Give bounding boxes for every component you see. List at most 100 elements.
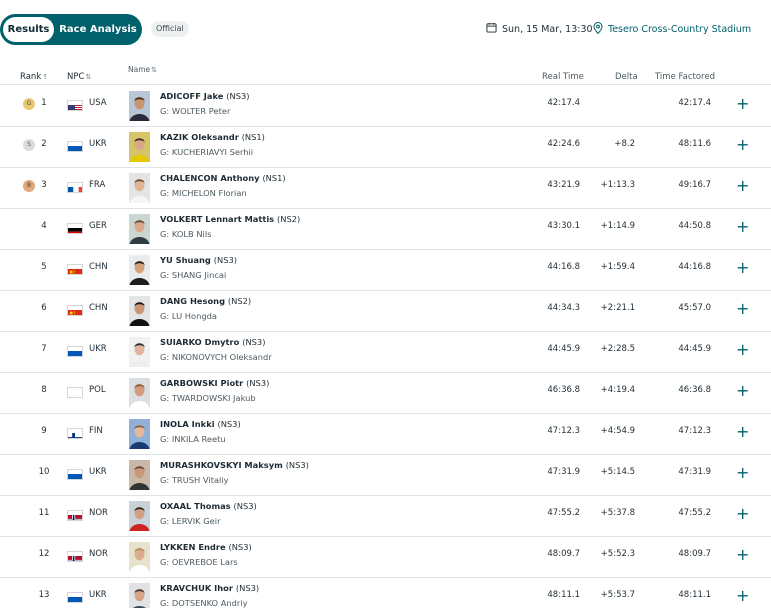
- flag-icon: [67, 100, 83, 111]
- table-row[interactable]: 10 UKR MURASHKOVSKYI Maksym (NS3) G: TRUSH…: [0, 455, 771, 496]
- athlete-name[interactable]: GARBOWSKI Piotr (NS3): [160, 378, 269, 388]
- delta-value: +2:21.1: [600, 303, 635, 313]
- athlete-photo: [129, 378, 150, 408]
- table-row[interactable]: 8 POL GARBOWSKI Piotr (NS3) G: TWARDOWSKI …: [0, 373, 771, 414]
- athlete-name-text: KRAVCHUK Ihor: [160, 583, 233, 593]
- table-row[interactable]: 9 FIN INOLA Inkki (NS3) G: INKILA Reetu 47:…: [0, 414, 771, 455]
- rank-value: 6: [41, 303, 47, 313]
- athlete-name-text: ADICOFF Jake: [160, 91, 224, 101]
- athlete-photo: [129, 460, 150, 490]
- sort-ascending-icon: ↑: [42, 73, 49, 81]
- npc-code: FIN: [89, 426, 103, 436]
- table-row[interactable]: 13 UKR KRAVCHUK Ihor (NS3) G: DOTSENKO And…: [0, 578, 771, 608]
- table-row[interactable]: 5 CHN YU Shuang (NS3) G: SHANG Jincai 44:16…: [0, 250, 771, 291]
- expand-row-icon[interactable]: +: [736, 299, 750, 318]
- athlete-name[interactable]: YU Shuang (NS3): [160, 255, 237, 265]
- expand-row-icon[interactable]: +: [736, 176, 750, 195]
- athlete-name[interactable]: MURASHKOVSKYI Maksym (NS3): [160, 460, 309, 470]
- npc-code: FRA: [89, 180, 106, 190]
- rank-value: 10: [38, 467, 50, 477]
- table-row[interactable]: 12 NOR LYKKEN Endre (NS3) G: OEVREBOE Lars…: [0, 537, 771, 578]
- athlete-photo: [129, 419, 150, 449]
- flag-icon: [67, 182, 83, 193]
- athlete-photo: [129, 214, 150, 244]
- expand-row-icon[interactable]: +: [736, 258, 750, 277]
- guide-name: G: LU Hongda: [160, 311, 217, 321]
- table-row[interactable]: 4 GER VOLKERT Lennart Mattis (NS2) G: KOLB…: [0, 209, 771, 250]
- expand-row-icon[interactable]: +: [736, 381, 750, 400]
- expand-row-icon[interactable]: +: [736, 504, 750, 523]
- time-factored-value: 47:55.2: [678, 508, 711, 518]
- flag-icon: [67, 387, 83, 398]
- athlete-name[interactable]: DANG Hesong (NS2): [160, 296, 251, 306]
- results-tab-group: Results Race Analysis: [0, 14, 142, 45]
- sport-class: (NS2): [227, 296, 252, 306]
- npc-code: NOR: [89, 508, 108, 518]
- rank-value: 4: [41, 221, 47, 231]
- athlete-name[interactable]: LYKKEN Endre (NS3): [160, 542, 252, 552]
- guide-name: G: DOTSENKO Andriy: [160, 598, 248, 608]
- rank-value: 12: [38, 549, 50, 559]
- athlete-name[interactable]: KAZIK Oleksandr (NS1): [160, 132, 265, 142]
- flag-icon: [67, 551, 83, 562]
- athlete-name[interactable]: KRAVCHUK Ihor (NS3): [160, 583, 259, 593]
- athlete-name-text: CHALENCON Anthony: [160, 173, 260, 183]
- flag-icon: [67, 469, 83, 480]
- sport-class: (NS3): [217, 419, 241, 429]
- real-time-value: 44:45.9: [547, 344, 580, 354]
- expand-row-icon[interactable]: +: [736, 217, 750, 236]
- sport-class: (NS3): [246, 378, 270, 388]
- time-factored-value: 48:09.7: [678, 549, 711, 559]
- sport-class: (NS3): [285, 460, 309, 470]
- column-rank[interactable]: Rank↑: [20, 72, 48, 82]
- npc-code: UKR: [89, 344, 107, 354]
- event-date-text: Sun, 15 Mar, 13:30: [502, 23, 593, 35]
- npc-code: POL: [89, 385, 106, 395]
- tab-race-analysis[interactable]: Race Analysis: [59, 24, 137, 35]
- athlete-photo: [129, 501, 150, 531]
- athlete-name[interactable]: VOLKERT Lennart Mattis (NS2): [160, 214, 300, 224]
- guide-name: G: WOLTER Peter: [160, 106, 231, 116]
- rank-value: 1: [41, 98, 47, 108]
- expand-row-icon[interactable]: +: [736, 463, 750, 482]
- expand-row-icon[interactable]: +: [736, 586, 750, 605]
- athlete-name[interactable]: OXAAL Thomas (NS3): [160, 501, 257, 511]
- athlete-name[interactable]: SUIARKO Dmytro (NS3): [160, 337, 265, 347]
- athlete-name[interactable]: INOLA Inkki (NS3): [160, 419, 241, 429]
- table-row[interactable]: 7 UKR SUIARKO Dmytro (NS3) G: NIKONOVYCH O…: [0, 332, 771, 373]
- table-row[interactable]: G 1 USA ADICOFF Jake (NS3) G: WOLTER Peter 4…: [0, 86, 771, 127]
- time-factored-value: 46:36.8: [678, 385, 711, 395]
- table-row[interactable]: B 3 FRA CHALENCON Anthony (NS1) G: MICHELON…: [0, 168, 771, 209]
- table-row[interactable]: 6 CHN DANG Hesong (NS2) G: LU Hongda 44:34.…: [0, 291, 771, 332]
- tab-results[interactable]: Results: [3, 17, 54, 42]
- athlete-name[interactable]: ADICOFF Jake (NS3): [160, 91, 250, 101]
- rank-value: 7: [41, 344, 47, 354]
- event-venue[interactable]: Tesero Cross-Country Stadium: [593, 22, 751, 37]
- sport-class: (NS2): [277, 214, 301, 224]
- expand-row-icon[interactable]: +: [736, 94, 750, 113]
- table-row[interactable]: S 2 UKR KAZIK Oleksandr (NS1) G: KUCHERIAVY…: [0, 127, 771, 168]
- gold-medal-icon: G: [23, 98, 35, 110]
- expand-row-icon[interactable]: +: [736, 545, 750, 564]
- athlete-photo: [129, 91, 150, 121]
- results-table-body: G 1 USA ADICOFF Jake (NS3) G: WOLTER Peter 4…: [0, 86, 771, 608]
- table-row[interactable]: 11 NOR OXAAL Thomas (NS3) G: LERVIK Geir 47…: [0, 496, 771, 537]
- athlete-name[interactable]: CHALENCON Anthony (NS1): [160, 173, 286, 183]
- column-npc[interactable]: NPC⇅: [67, 72, 91, 82]
- athlete-name-text: OXAAL Thomas: [160, 501, 231, 511]
- column-name[interactable]: Name⇅: [128, 65, 157, 74]
- real-time-value: 43:30.1: [547, 221, 580, 231]
- expand-row-icon[interactable]: +: [736, 422, 750, 441]
- expand-row-icon[interactable]: +: [736, 135, 750, 154]
- delta-value: +5:53.7: [600, 590, 635, 600]
- column-npc-label: NPC: [67, 72, 85, 82]
- athlete-photo: [129, 296, 150, 326]
- delta-value: +1:14.9: [600, 221, 635, 231]
- delta-value: +8.2: [614, 139, 635, 149]
- flag-icon: [67, 592, 83, 603]
- expand-row-icon[interactable]: +: [736, 340, 750, 359]
- time-factored-value: 48:11.6: [678, 139, 711, 149]
- npc-code: CHN: [89, 262, 108, 272]
- rank-value: 2: [41, 139, 47, 149]
- time-factored-value: 44:16.8: [678, 262, 711, 272]
